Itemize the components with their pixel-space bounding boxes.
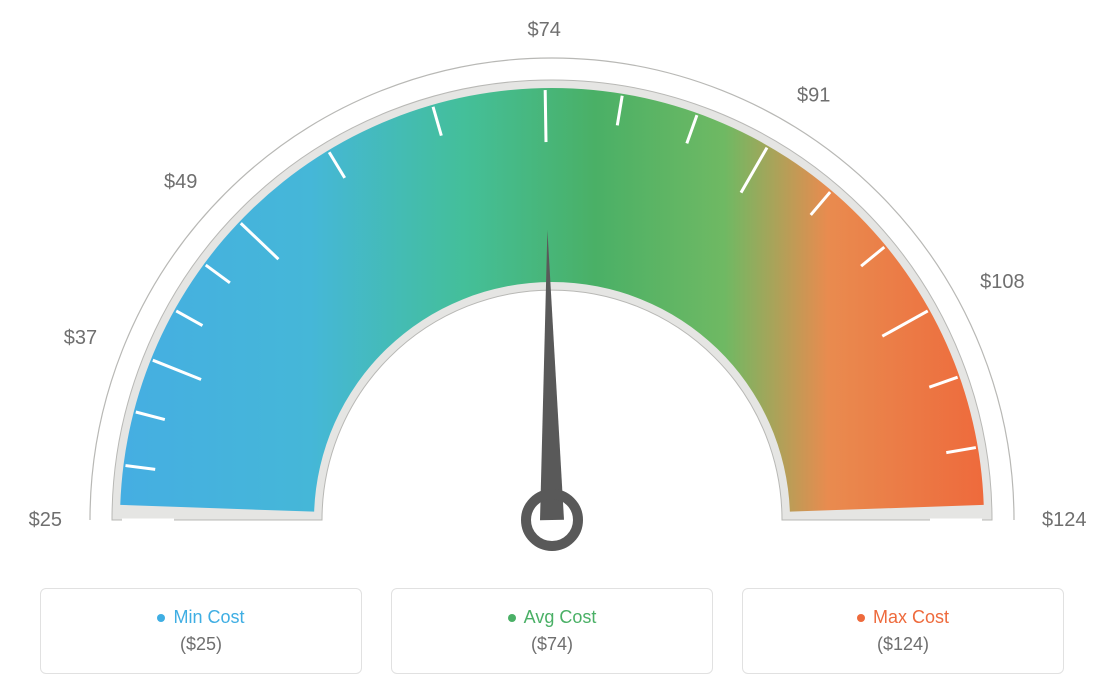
gauge-tick-label: $124 — [1042, 509, 1087, 531]
legend-row: Min Cost ($25) Avg Cost ($74) Max Cost (… — [0, 588, 1104, 674]
gauge-tick-label: $91 — [797, 85, 830, 107]
gauge-tick-label: $25 — [29, 509, 62, 531]
legend-card-avg: Avg Cost ($74) — [391, 588, 713, 674]
legend-value-max: ($124) — [877, 634, 929, 655]
legend-label-avg: Avg Cost — [524, 607, 597, 628]
legend-dot-avg — [508, 614, 516, 622]
legend-value-avg: ($74) — [531, 634, 573, 655]
gauge-tick-label: $74 — [528, 19, 561, 41]
cost-gauge: $25 $37 $49 $74 $91 $108 $124 — [0, 0, 1104, 560]
legend-card-min: Min Cost ($25) — [40, 588, 362, 674]
gauge-tick-label: $37 — [64, 327, 97, 349]
legend-card-max: Max Cost ($124) — [742, 588, 1064, 674]
legend-label-max: Max Cost — [873, 607, 949, 628]
legend-dot-max — [857, 614, 865, 622]
legend-value-min: ($25) — [180, 634, 222, 655]
legend-label-min: Min Cost — [173, 607, 244, 628]
gauge-tick-label: $49 — [164, 171, 197, 193]
gauge-tick-label: $108 — [980, 271, 1025, 293]
legend-dot-min — [157, 614, 165, 622]
